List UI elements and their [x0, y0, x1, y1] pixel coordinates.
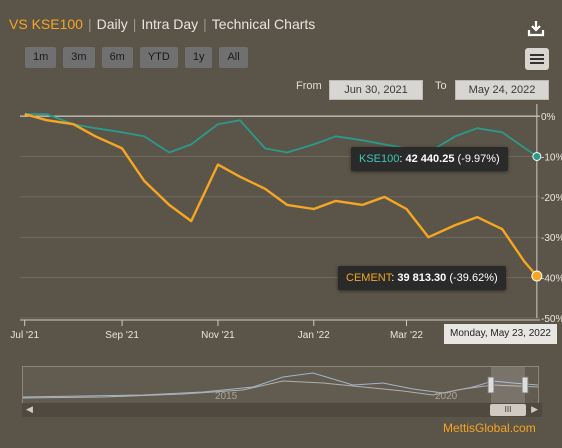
scrollbar[interactable]: ◀ III ▶ — [22, 403, 542, 417]
x-tick-label: Jul '21 — [10, 330, 39, 341]
crosshair-date-label: Monday, May 23, 2022 — [444, 324, 557, 344]
range-button-all[interactable]: All — [219, 47, 248, 68]
tab-separator: | — [203, 16, 207, 32]
cement-tooltip: CEMENT: 39 813.30 (-39.62%) — [338, 266, 506, 290]
y-tick-label: 0% — [541, 112, 556, 123]
series-line-cement — [24, 112, 538, 277]
tooltip-value: 42 440.25 — [405, 153, 455, 165]
tab-intra-day[interactable]: Intra Day — [141, 16, 199, 32]
kse100-tooltip: KSE100: 42 440.25 (-9.97%) — [351, 147, 508, 171]
scroll-left-arrow-icon[interactable]: ◀ — [26, 404, 33, 414]
from-date-input[interactable]: Jun 30, 2021 — [329, 80, 423, 100]
x-tick-label: Nov '21 — [201, 330, 235, 341]
hamburger-menu-icon[interactable] — [525, 48, 549, 70]
tab-separator: | — [132, 16, 137, 32]
top-bar: VS KSE100 | Daily | Intra Day | Technica… — [0, 0, 562, 44]
download-icon[interactable] — [526, 18, 546, 38]
range-button-ytd[interactable]: YTD — [139, 47, 178, 68]
range-button-1y[interactable]: 1y — [184, 47, 213, 68]
tab-technical-charts[interactable]: Technical Charts — [211, 16, 316, 32]
x-tick-label: Jan '22 — [298, 330, 330, 341]
tab-separator: | — [87, 16, 92, 32]
scrollbar-thumb[interactable]: III — [490, 404, 526, 416]
tooltip-series-name: CEMENT — [346, 272, 392, 284]
scroll-right-arrow-icon[interactable]: ▶ — [531, 404, 538, 414]
from-label: From — [296, 80, 322, 92]
to-date-input[interactable]: May 24, 2022 — [455, 80, 549, 100]
tab-bar: VS KSE100 | Daily | Intra Day | Technica… — [9, 16, 315, 32]
series-line-kse100 — [24, 113, 538, 158]
tooltip-change: (-9.97%) — [457, 153, 500, 165]
y-tick-label: -50% — [541, 314, 562, 325]
navigator-series — [22, 367, 539, 403]
brand-credit[interactable]: MettisGlobal.com — [443, 421, 536, 435]
price-chart[interactable]: 0% -10% -20% -30% -40% -50% Jul '21 Sep '21 Nov … — [0, 0, 562, 360]
tab-daily[interactable]: Daily — [96, 16, 128, 32]
range-button-3m[interactable]: 3m — [63, 47, 95, 68]
navigator[interactable]: 2015 2020 — [22, 366, 539, 404]
to-label: To — [435, 80, 447, 92]
x-tick-label: Mar '22 — [390, 330, 423, 341]
range-button-1m[interactable]: 1m — [25, 47, 57, 68]
tab-vs-kse100[interactable]: VS KSE100 — [9, 16, 83, 32]
tooltip-series-name: KSE100 — [359, 153, 400, 165]
tooltip-value: 39 813.30 — [397, 272, 447, 284]
series-marker-kse100 — [532, 151, 542, 161]
range-selector: 1m 3m 6m YTD 1y All — [25, 47, 248, 68]
y-tick-label: -20% — [541, 193, 562, 204]
nav-tick-2015: 2015 — [215, 391, 238, 402]
y-tick-label: -10% — [541, 152, 562, 163]
nav-tick-2020: 2020 — [435, 391, 458, 402]
series-marker-cement — [531, 270, 543, 282]
y-tick-label: -40% — [541, 274, 562, 285]
tooltip-change: (-39.62%) — [449, 272, 498, 284]
x-tick-label: Sep '21 — [105, 330, 139, 341]
range-button-6m[interactable]: 6m — [101, 47, 133, 68]
y-tick-label: -30% — [541, 233, 562, 244]
